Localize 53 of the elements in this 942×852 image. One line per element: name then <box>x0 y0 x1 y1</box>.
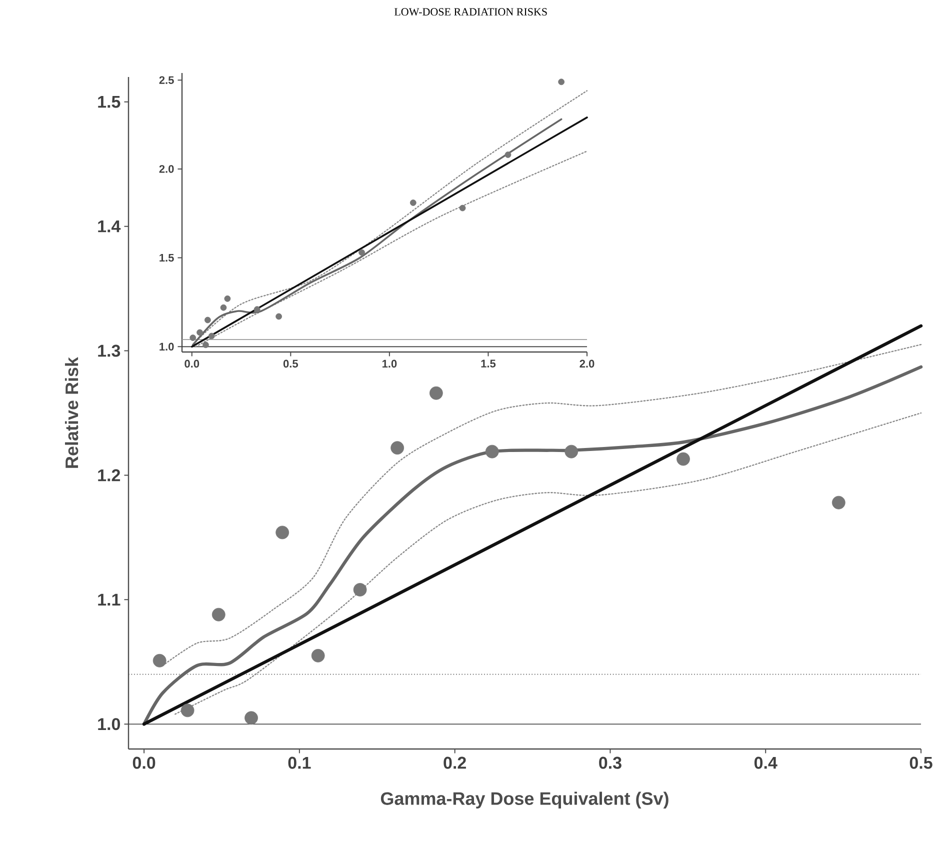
y-tick-label: 1.4 <box>98 220 121 232</box>
y-axis-title: Relative Risk <box>64 356 78 468</box>
x-tick-label: 1.0 <box>382 360 397 368</box>
point <box>276 526 290 540</box>
x-axis-title: Gamma-Ray Dose Equivalent (Sv) <box>380 792 668 809</box>
y-tick-label: 1.1 <box>98 594 120 606</box>
point <box>390 441 404 455</box>
point <box>220 304 227 311</box>
point <box>459 204 466 212</box>
y-tick-label: 1.2 <box>98 469 120 482</box>
point <box>564 444 578 458</box>
x-tick-label: 1.5 <box>481 360 496 368</box>
x-tick-label: 0.5 <box>283 360 298 368</box>
point <box>410 200 416 206</box>
point <box>224 295 231 302</box>
x-tick-label: 0.1 <box>288 756 311 769</box>
point <box>208 332 215 340</box>
point <box>254 306 260 313</box>
x-tick-label: 0.2 <box>444 756 466 769</box>
y-tick-label: 2.5 <box>159 76 174 84</box>
point <box>152 654 166 668</box>
y-tick-label: 1.5 <box>98 96 120 108</box>
point <box>504 152 512 158</box>
point <box>676 452 690 466</box>
point <box>202 342 209 348</box>
point <box>196 329 203 336</box>
point <box>190 334 196 341</box>
point <box>204 316 211 324</box>
point <box>311 648 325 662</box>
y-tick-label: 1.0 <box>160 342 174 351</box>
chart-title: LOW-DOSE RADIATION RISKS <box>394 8 547 16</box>
point <box>353 583 367 596</box>
y-tick-label: 1.3 <box>98 344 120 357</box>
line-series <box>174 412 922 715</box>
y-tick-label: 1.0 <box>98 718 120 730</box>
x-tick-label: 0.0 <box>184 360 200 368</box>
y-tick-label: 2.0 <box>159 165 174 173</box>
point <box>832 496 846 510</box>
x-tick-label: 2.0 <box>580 360 594 368</box>
line-series <box>195 150 588 348</box>
x-tick-label: 0.3 <box>599 756 622 769</box>
point <box>276 313 282 320</box>
y-tick-label: 1.5 <box>160 254 174 262</box>
point <box>358 249 365 256</box>
point <box>180 704 194 718</box>
x-tick-label: 0.5 <box>910 756 932 769</box>
point <box>212 608 226 622</box>
x-tick-label: 0.4 <box>754 756 778 769</box>
point <box>558 78 565 86</box>
x-tick-label: 0.0 <box>132 756 156 769</box>
point <box>244 711 258 725</box>
point <box>429 386 443 400</box>
point <box>485 444 499 458</box>
